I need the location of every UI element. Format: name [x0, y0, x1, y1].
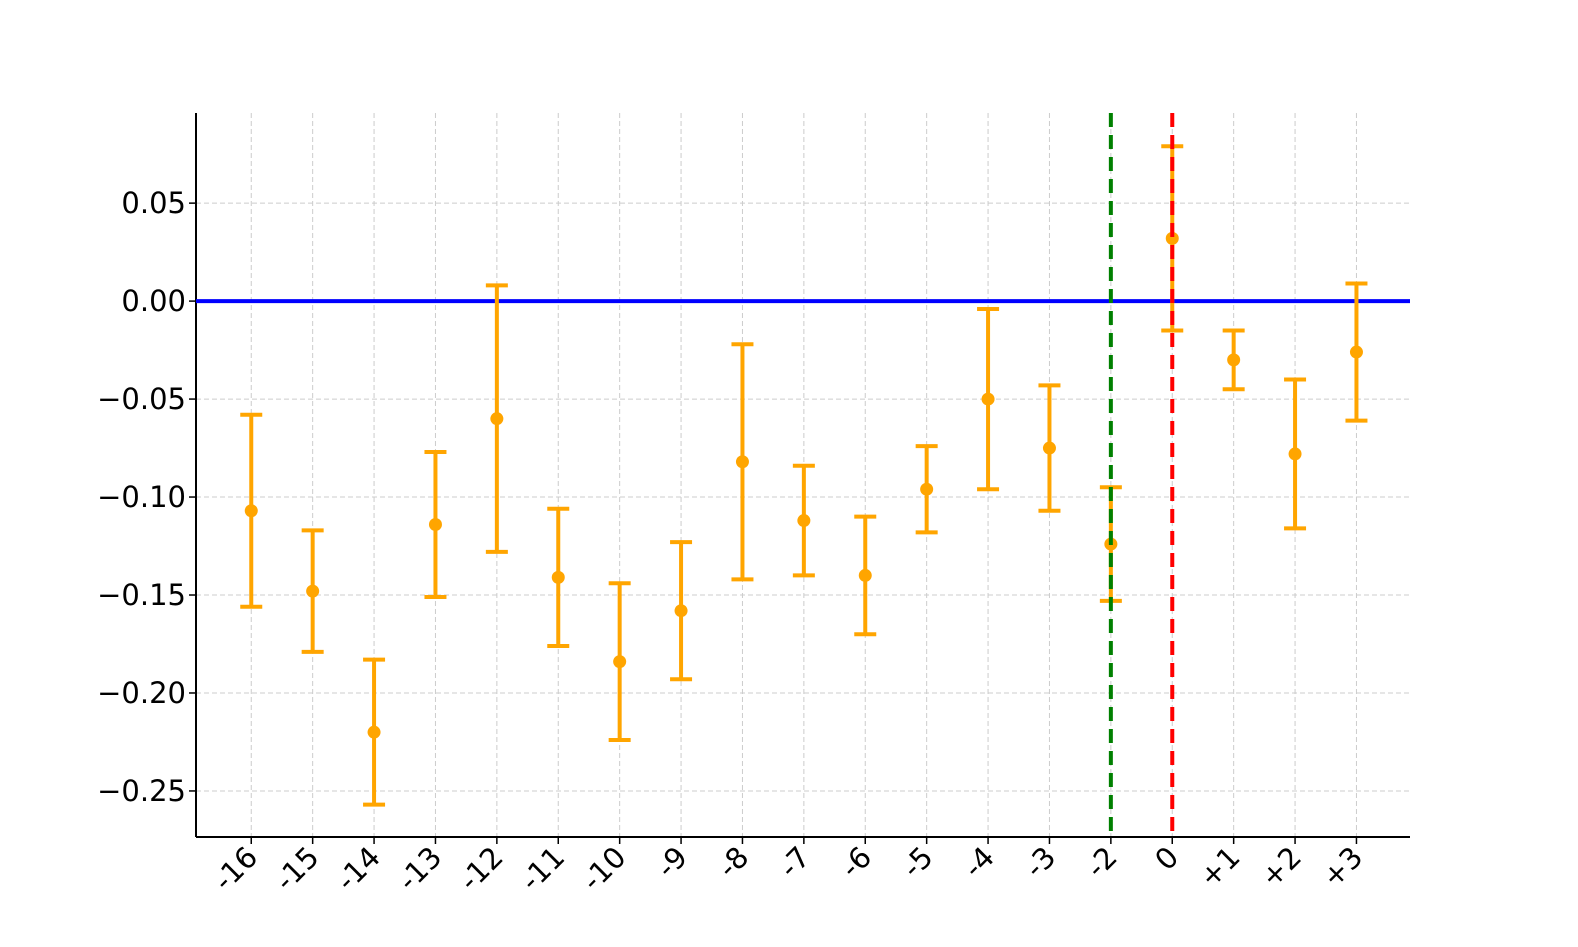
x-tick-label: -15 [268, 840, 326, 898]
point [306, 584, 320, 598]
y-tick-label: −0.05 [97, 382, 186, 416]
x-tick-label: +3 [1315, 840, 1369, 894]
x-tick-label: 0 [1148, 840, 1185, 877]
point [551, 570, 565, 584]
x-tick-label: -3 [1018, 840, 1062, 884]
point [674, 604, 688, 618]
x-tick-label: -10 [575, 840, 633, 898]
y-tick-label: 0.00 [121, 284, 186, 318]
point [1042, 441, 1056, 455]
x-tick-label: -2 [1079, 840, 1123, 884]
point [367, 725, 381, 739]
x-tick-label: +2 [1254, 840, 1308, 894]
y-tick-label: 0.05 [121, 186, 186, 220]
y-tick-label: −0.15 [97, 578, 186, 612]
point [1165, 231, 1179, 245]
x-tick-label: -12 [452, 840, 510, 898]
x-tick-label: -7 [772, 840, 816, 884]
point [797, 514, 811, 528]
x-tick-label: -5 [895, 840, 939, 884]
point [490, 412, 504, 426]
x-tick-label: -6 [834, 840, 878, 884]
y-tick-label: −0.25 [97, 774, 186, 808]
x-tick-label: -14 [329, 840, 387, 898]
point [1227, 353, 1241, 367]
x-tick-label: -4 [957, 840, 1001, 884]
x-tick-label: -8 [711, 840, 755, 884]
y-tick-label: −0.20 [97, 676, 186, 710]
point [858, 568, 872, 582]
x-tick-label: +1 [1192, 840, 1246, 894]
y-tick-label: −0.10 [97, 480, 186, 514]
x-tick-label: -9 [650, 840, 694, 884]
point [428, 517, 442, 531]
point [981, 392, 995, 406]
point [1288, 447, 1302, 461]
point [735, 455, 749, 469]
point [613, 655, 627, 669]
point [920, 482, 934, 496]
point [244, 504, 258, 518]
x-tick-label: -13 [391, 840, 449, 898]
x-tick-label: -11 [514, 840, 572, 898]
point [1349, 345, 1363, 359]
x-tick-label: -16 [207, 840, 265, 898]
